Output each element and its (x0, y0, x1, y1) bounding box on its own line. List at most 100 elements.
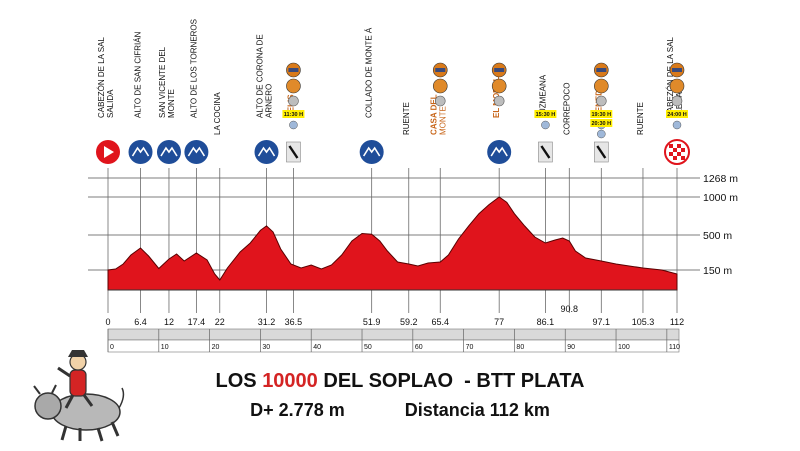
elevation-label: 1000 m (703, 192, 738, 204)
waypoint-name-sub: ARNERO (265, 84, 274, 118)
checker-square-icon (673, 148, 677, 152)
time-label-bg (590, 119, 613, 127)
waypoint-km-label: 36.5 (285, 317, 303, 327)
waypoint-km-label: 51.9 (363, 317, 381, 327)
elevation-label: 150 m (703, 265, 732, 277)
time-label-bg (282, 110, 305, 118)
waypoint-km-label: 31.2 (258, 317, 276, 327)
waypoint-name: CABEZÓN DE LA SAL (666, 37, 675, 118)
waypoint-name: JUZMEANA (538, 74, 547, 118)
waypoint-km-label: 90.8 (561, 304, 579, 314)
waypoint-name: RUENTE (402, 102, 411, 135)
stats-line: D+ 2.778 m Distancia 112 km (0, 400, 800, 421)
scale-tick-label: 30 (262, 344, 270, 351)
total-distance: Distancia 112 km (404, 400, 550, 420)
mascot-cow-tail (118, 387, 125, 409)
waypoint-name: LA COCINA (213, 92, 222, 135)
scale-tick-label: 70 (466, 344, 474, 351)
scale-tick-label: 90 (567, 344, 575, 351)
scale-tick-label: 20 (212, 344, 220, 351)
scale-tick-label: 0 (110, 344, 114, 351)
water-icon (671, 95, 683, 107)
mascot-rider-hat (68, 350, 88, 357)
title-part-4: - BTT PLATA (464, 370, 585, 392)
time-label: 20:30 H (592, 121, 612, 127)
scale-tick-label: 60 (415, 344, 423, 351)
checker-square-icon (681, 156, 685, 160)
time-label-bg (590, 110, 613, 118)
waypoint-name: ALTO DE CORONA DE (256, 34, 265, 118)
checker-square-icon (677, 152, 681, 156)
mascot-rider-arm (57, 366, 71, 378)
waypoint-km-label: 12 (164, 317, 174, 327)
clock-icon (289, 120, 298, 130)
checker-square-icon (669, 152, 673, 156)
drink-icon (286, 78, 301, 94)
drink-icon (669, 78, 685, 94)
water-icon (434, 95, 446, 107)
checker-square-icon (681, 148, 685, 152)
waypoint-name: CORREPOCO (562, 83, 571, 135)
scale-tick-label: 50 (364, 344, 372, 351)
waypoint-km-label: 97.1 (593, 317, 611, 327)
water-icon (288, 95, 299, 107)
mascot-rider-legs (64, 394, 94, 409)
elevation-area (107, 196, 678, 291)
waypoint-km-label: 65.4 (431, 317, 449, 327)
time-label: 19:30 H (592, 112, 612, 118)
mascot-illustration (33, 350, 125, 442)
waypoint-km-label: 105.3 (632, 317, 655, 327)
time-label-bg (666, 110, 688, 118)
elevation-gain: D+ 2.778 m (250, 400, 345, 420)
checker-square-icon (677, 144, 681, 148)
drink-icon (432, 78, 448, 94)
water-icon (596, 95, 607, 107)
waypoint-name: CELIS (286, 94, 295, 118)
mountain-peaks-icon (160, 146, 178, 157)
clock-icon (541, 120, 550, 130)
mountain-peaks-icon (362, 146, 381, 157)
waypoint-name: COLLADO DE MONTE Á (365, 27, 374, 118)
distance-scale-bar (107, 328, 680, 341)
checker-square-icon (669, 144, 673, 148)
event-title: LOS 10000 DEL SOPLAO - BTT PLATA (0, 370, 800, 393)
waypoint-km-label: 77 (494, 317, 504, 327)
waypoint-name-sub: MONTE (167, 89, 176, 118)
time-label: 11:30 H (284, 112, 303, 118)
play-arrow-icon (104, 146, 114, 158)
title-part-2: 10000 (262, 370, 318, 392)
scale-tick-label: 40 (313, 344, 321, 351)
scale-tick-label: 80 (516, 344, 524, 351)
clock-icon (672, 120, 682, 130)
food-bar-icon (288, 68, 299, 72)
food-bar-icon (596, 68, 607, 72)
scale-tick-label: 10 (161, 344, 169, 351)
time-label: 24:00 H (667, 112, 687, 118)
waypoint-name-sub: MONTE (438, 106, 447, 135)
mascot-cow-horn (33, 384, 57, 395)
waypoint-name-sub: SALIDA (106, 89, 115, 118)
waypoint-km-label: 86.1 (537, 317, 555, 327)
clock-icon (597, 129, 606, 139)
title-part-1: LOS (215, 370, 257, 392)
drink-icon (594, 78, 609, 94)
waypoint-name: ALTO DE LOS TORNEROS (189, 19, 198, 118)
wrench-icon (596, 145, 607, 159)
elevation-label: 500 m (703, 230, 732, 242)
waypoint-km-label: 0 (105, 317, 110, 327)
drink-icon (491, 78, 507, 94)
elevation-profile-chart: 1268 m 1000 m 500 m 150 m 0 6.4 12 17.4 22 31.2 36… (88, 19, 738, 353)
waypoint-name: RUENTE (636, 102, 645, 135)
waypoint-km-label: 6.4 (134, 317, 147, 327)
mountain-peaks-icon (131, 146, 150, 157)
scale-tick-label: 100 (618, 344, 630, 351)
mountain-peaks-icon (187, 146, 206, 157)
mascot-cow-legs (60, 421, 120, 442)
scale-tick-label: 110 (669, 344, 680, 351)
title-part-3: DEL SOPLAO (323, 370, 454, 392)
waypoint-km-label: 17.4 (188, 317, 206, 327)
wrench-icon (288, 145, 299, 159)
waypoint-name: ALTO DE SAN CIFRIÁN (134, 31, 143, 118)
waypoint-name: SAN VICENTE DEL (158, 46, 167, 118)
